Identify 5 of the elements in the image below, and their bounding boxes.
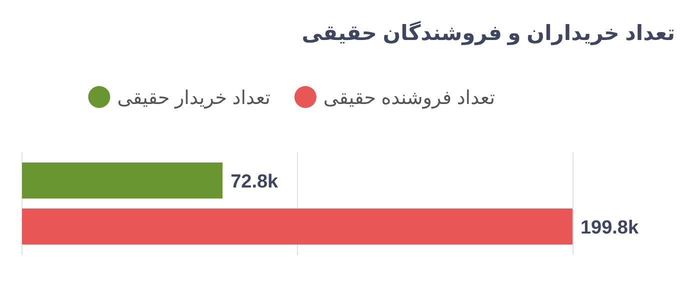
data-label: 72.8k <box>230 172 279 192</box>
data-label: 199.8k <box>580 218 639 238</box>
chart-title: تعداد خریداران و فروشندگان حقیقی <box>302 20 675 46</box>
legend-label: تعداد خریدار حقیقی <box>117 88 270 109</box>
legend-label: تعداد فروشنده حقیقی <box>323 88 495 109</box>
